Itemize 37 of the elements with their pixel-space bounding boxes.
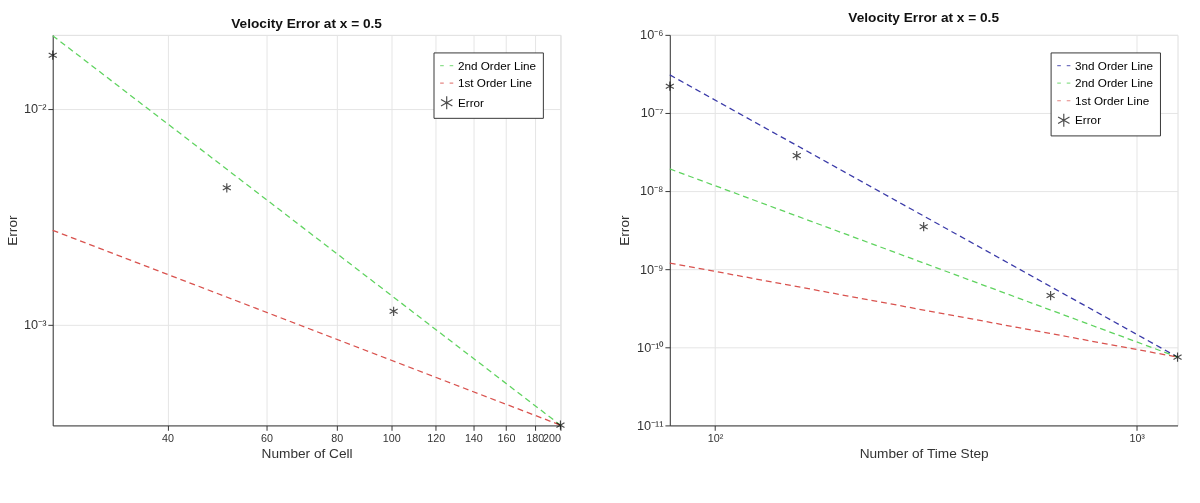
legend-label: Error bbox=[457, 95, 485, 109]
x-tick-label: 180 bbox=[526, 431, 545, 444]
x-tick-label: 80 bbox=[331, 431, 344, 444]
y-tick-label: 10⁻³ bbox=[24, 317, 47, 332]
x-tick-label: 160 bbox=[497, 431, 516, 444]
x-tick-label: 200 bbox=[543, 431, 561, 444]
x-tick-label: 60 bbox=[261, 431, 273, 444]
legend-label: 1st Order Line bbox=[457, 76, 533, 90]
x-tick-label: 100 bbox=[382, 431, 401, 444]
legend-label: 3nd Order Line bbox=[1075, 58, 1154, 72]
x-tick-label: 40 bbox=[162, 431, 174, 444]
point bbox=[792, 150, 802, 161]
y-tick-label: 10⁻⁹ bbox=[639, 262, 664, 277]
legend-label: 2nd Order Line bbox=[457, 58, 537, 72]
y-tick-label: 10⁻¹⁰ bbox=[637, 340, 665, 355]
chart-title: Velocity Error at x = 0.5 bbox=[231, 16, 383, 32]
legend-label: 1st Order Line bbox=[1075, 93, 1150, 107]
y-tick-label: 10⁻² bbox=[24, 102, 47, 117]
chart-title: Velocity Error at x = 0.5 bbox=[848, 10, 1000, 26]
legend-label: Error bbox=[1075, 113, 1102, 127]
y-axis-title: Error bbox=[617, 215, 633, 246]
x-tick-label: 10³ bbox=[1129, 431, 1146, 444]
y-tick-label: 10⁻¹¹ bbox=[636, 418, 664, 433]
point bbox=[1172, 351, 1183, 363]
x-tick-label: 120 bbox=[427, 431, 446, 444]
x-axis-title: Number of Time Step bbox=[859, 446, 990, 462]
x-axis-title: Number of Cell bbox=[261, 446, 353, 462]
x-tick-label: 10² bbox=[707, 431, 724, 444]
point bbox=[919, 221, 929, 232]
point bbox=[1045, 290, 1056, 301]
y-tick-label: 10⁻⁷ bbox=[640, 106, 664, 121]
legend-label: 2nd Order Line bbox=[1075, 76, 1154, 90]
point bbox=[665, 81, 675, 92]
x-tick-label: 140 bbox=[464, 431, 483, 444]
y-tick-label: 10⁻⁶ bbox=[640, 28, 664, 43]
y-axis-title: Error bbox=[5, 215, 21, 246]
y-tick-label: 10⁻⁸ bbox=[640, 184, 664, 199]
